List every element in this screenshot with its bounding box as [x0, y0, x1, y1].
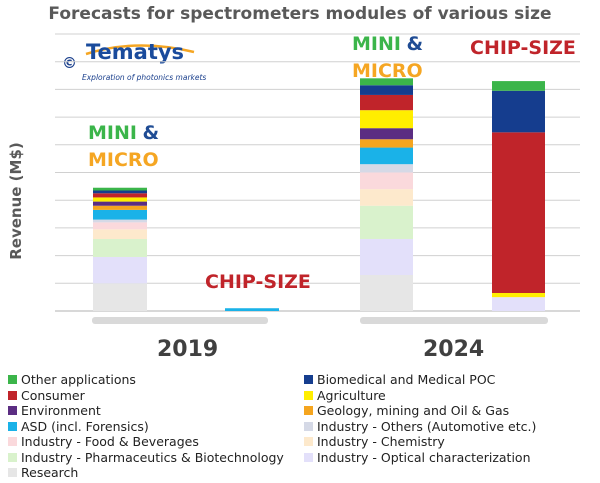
legend-item: Research: [8, 465, 78, 480]
bar-segment-2024-mini-micro-research: [360, 274, 413, 311]
bar-segment-2024-mini-micro-geology-mining-and-oil-gas: [360, 139, 413, 148]
legend-item: Industry - Chemistry: [304, 434, 445, 449]
bar-segment-2024-mini-micro-agriculture: [360, 110, 413, 129]
year-bracket-2019: [92, 317, 268, 324]
legend-item: Industry - Others (Automotive etc.): [304, 419, 536, 434]
legend-label: Geology, mining and Oil & Gas: [317, 403, 510, 418]
legend-item: Consumer: [8, 388, 85, 403]
bar-segment-2019-mini-micro-industry-food-beverages: [93, 222, 147, 230]
legend-label: Industry - Pharmaceutics & Biotechnology: [21, 449, 284, 465]
year-label-2024: 2024: [423, 337, 485, 362]
annotation-2024-chip-size: CHIP-SIZE: [470, 37, 576, 59]
bar-segment-2024-mini-micro-consumer: [360, 94, 413, 111]
bar-segment-2019-mini-micro-environment: [93, 201, 147, 206]
legend-label: Industry - Chemistry: [317, 434, 445, 449]
legend-label: Other applications: [21, 372, 136, 387]
legend-label: Biomedical and Medical POC: [317, 372, 496, 387]
legend-item: Industry - Optical characterization: [304, 450, 531, 465]
bar-segment-2019-mini-micro-asd-incl-forensics-: [93, 209, 147, 220]
bar-segment-2019-chip-size-asd-incl-forensics-: [225, 308, 279, 311]
legend-label: Industry - Others (Automotive etc.): [317, 418, 537, 434]
stacked-bar-plot: [55, 33, 580, 324]
bar-segment-2019-mini-micro-research: [93, 283, 147, 311]
annotation-2019-chip-size: CHIP-SIZE: [205, 271, 311, 293]
legend-swatch: [8, 390, 17, 400]
bar-segment-2024-mini-micro-industry-pharmaceutics-biotechnology: [360, 205, 413, 239]
bar-segment-2024-mini-micro-other-applications: [360, 78, 413, 86]
logo-tagline: Exploration of photonics markets: [82, 73, 207, 82]
micro-label: MICRO: [352, 60, 423, 82]
legend-swatch: [8, 421, 17, 431]
legend-swatch: [8, 452, 17, 462]
legend-item: Geology, mining and Oil & Gas: [304, 403, 509, 418]
logo-swoosh-icon: [85, 44, 195, 56]
bar-segment-2024-mini-micro-asd-incl-forensics-: [360, 147, 413, 165]
year-bracket-2024: [360, 317, 548, 324]
legend-swatch: [304, 452, 313, 462]
year-label-2019: 2019: [157, 337, 219, 362]
bar-segment-2019-mini-micro-agriculture: [93, 197, 147, 202]
annotation-2024-mini-micro: MINI & MICRO: [352, 35, 423, 81]
legend-swatch: [8, 437, 17, 446]
bar-segment-2024-chip-size-consumer: [492, 132, 545, 293]
bar-segment-2019-mini-micro-industry-others-automotive-etc-: [93, 219, 147, 223]
bar-segment-2024-chip-size-other-applications: [492, 81, 545, 91]
ampersand-label: &: [406, 33, 424, 55]
legend-label: Industry - Food & Beverages: [21, 434, 199, 449]
bar-segment-2024-mini-micro-industry-food-beverages: [360, 172, 413, 190]
bar-segment-2019-mini-micro-industry-chemistry: [93, 229, 147, 239]
legend-item: Other applications: [8, 372, 136, 387]
legend-label: Environment: [21, 403, 101, 418]
legend-swatch: [8, 406, 17, 415]
bar-segment-2024-chip-size-industry-optical-characterization: [492, 297, 545, 311]
legend-swatch: [8, 468, 17, 477]
legend-item: Industry - Pharmaceutics & Biotechnology: [8, 450, 284, 465]
mini-label: MINI: [88, 122, 137, 144]
legend-swatch: [304, 421, 313, 431]
legend-swatch: [304, 437, 313, 446]
legend-swatch: [304, 375, 313, 384]
bar-segment-2024-chip-size-biomedical-and-medical-poc: [492, 90, 545, 133]
mini-label: MINI: [352, 33, 401, 55]
bar-segment-2024-mini-micro-industry-chemistry: [360, 189, 413, 206]
micro-label: MICRO: [88, 149, 159, 171]
bar-segment-2019-mini-micro-biomedical-and-medical-poc: [93, 190, 147, 194]
legend-item: Agriculture: [304, 388, 386, 403]
legend-swatch: [8, 375, 17, 384]
bar-segment-2024-mini-micro-biomedical-and-medical-poc: [360, 85, 413, 95]
copyright-symbol: ©: [62, 54, 77, 72]
bar-segment-2024-mini-micro-industry-others-automotive-etc-: [360, 164, 413, 173]
bar-segment-2024-mini-micro-industry-optical-characterization: [360, 238, 413, 275]
bar-segment-2019-mini-micro-other-applications: [93, 187, 147, 191]
logo-name: Tematys: [86, 40, 185, 64]
legend-label: Agriculture: [317, 387, 386, 403]
bar-segment-2019-mini-micro-geology-mining-and-oil-gas: [93, 205, 147, 210]
legend-swatch: [304, 390, 313, 400]
bar-segment-2024-mini-micro-environment: [360, 128, 413, 140]
legend-label: ASD (incl. Forensics): [21, 418, 149, 434]
chart-title: Forecasts for spectrometers modules of v…: [48, 4, 552, 24]
bar-segment-2024-chip-size-agriculture: [492, 292, 545, 298]
annotation-2019-mini-micro: MINI & MICRO: [88, 124, 159, 170]
legend-item: Industry - Food & Beverages: [8, 434, 199, 449]
bar-segment-2019-mini-micro-industry-optical-characterization: [93, 256, 147, 284]
bar-segment-2019-mini-micro-industry-pharmaceutics-biotechnology: [93, 238, 147, 257]
ampersand-label: &: [142, 122, 160, 144]
legend-label: Consumer: [21, 387, 85, 403]
legend-label: Industry - Optical characterization: [317, 449, 531, 465]
legend-item: Biomedical and Medical POC: [304, 372, 495, 387]
legend-item: Environment: [8, 403, 101, 418]
legend-item: ASD (incl. Forensics): [8, 419, 149, 434]
tematys-logo: © Tematys Exploration of photonics marke…: [62, 40, 206, 84]
bar-segment-2019-mini-micro-consumer: [93, 193, 147, 198]
legend-label: Research: [21, 465, 79, 480]
legend-swatch: [304, 406, 313, 415]
